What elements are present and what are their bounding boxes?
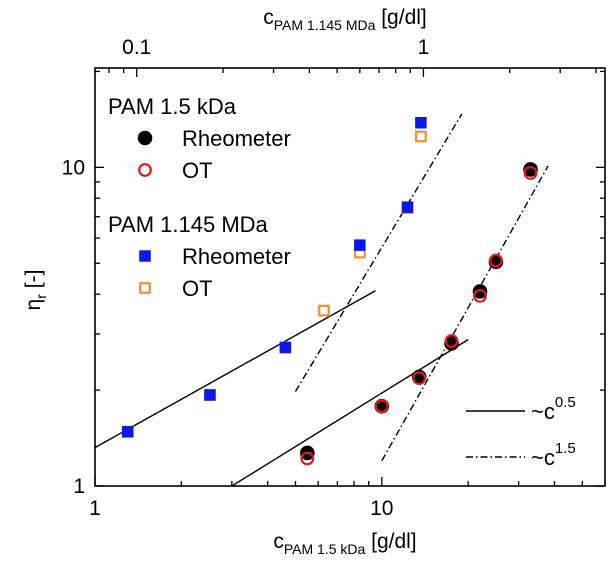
- x-bottom-tick-label: 1: [89, 497, 101, 520]
- x-top-tick-label: 1: [418, 36, 430, 59]
- x-top-axis-label-unit: [g/dl]: [375, 6, 426, 29]
- data-point-filled-square: [354, 239, 366, 251]
- data-point-filled-circle: [523, 162, 538, 177]
- legend-group-title: PAM 1.5 kDa: [108, 94, 237, 119]
- data-point-filled-square: [415, 117, 427, 129]
- plot-marks: [95, 113, 549, 486]
- legend-entry-label: OT: [182, 158, 213, 183]
- data-point-filled-square: [279, 341, 292, 354]
- axis-labels: cPAM 1.5 kDa [g/dl]cPAM 1.145 MDa [g/dl]…: [22, 6, 427, 557]
- x-top-axis-label-main: c: [263, 6, 274, 29]
- y-axis-label: ηr [-]: [22, 270, 49, 311]
- x-top-axis-label-subscript: PAM 1.145 MDa: [274, 17, 376, 33]
- y-tick-label: 10: [62, 156, 85, 179]
- y-axis-label-subscript: r: [33, 294, 49, 299]
- plot-frame: [94, 67, 606, 487]
- data-point-open-circle: [412, 371, 427, 386]
- fit-line-c0-5: [95, 290, 376, 449]
- y-tick-label: 1: [73, 475, 85, 498]
- x-top-tick-label: 0.1: [122, 36, 151, 59]
- legend-entry-label: Rheometer: [182, 126, 291, 151]
- data-point-filled-square: [204, 389, 216, 401]
- data-point-open-circle: [374, 399, 389, 414]
- legend-marker-filled-circle: [137, 130, 153, 146]
- legend-fit-label: ~c0.5: [531, 394, 576, 424]
- y-axis-label-unit: [-]: [22, 270, 45, 295]
- legend-marker-filled-square: [139, 250, 151, 262]
- legend-group-title: PAM 1.145 MDa: [108, 212, 269, 237]
- data-point-open-circle: [444, 334, 459, 348]
- fit-line-c0-5: [231, 339, 469, 486]
- fit-line-c1-5: [294, 113, 463, 392]
- data-point-open-circle: [489, 253, 503, 268]
- x-bottom-axis-label-subscript: PAM 1.5 kDa: [284, 541, 366, 557]
- data-point-filled-square: [401, 201, 414, 213]
- legend-fit-label-main: ~c: [531, 399, 555, 424]
- data-point-filled-square: [121, 425, 134, 438]
- data-point-filled-circle: [472, 284, 488, 299]
- legend-entry-label: Rheometer: [182, 244, 291, 269]
- data-point-open-square: [415, 130, 427, 143]
- data-point-open-circle: [523, 166, 538, 180]
- y-axis-label-main: η: [22, 299, 45, 311]
- legend-marker-open-circle: [138, 163, 152, 177]
- x-bottom-axis-label: cPAM 1.5 kDa [g/dl]: [273, 530, 416, 557]
- legend-fit-label-main: ~c: [531, 445, 555, 470]
- data-point-open-circle: [473, 288, 487, 303]
- legend-fit-label-exponent: 1.5: [555, 440, 576, 457]
- legend: PAM 1.5 kDa Rheometer OT PAM 1.145 MDa Rheom…: [108, 94, 576, 470]
- legend-entry-label: OT: [182, 276, 213, 301]
- legend-marker-open-square: [139, 282, 151, 294]
- fit-line-c1-5: [381, 165, 549, 462]
- data-point-open-circle: [300, 451, 315, 466]
- x-bottom-axis-label-main: c: [273, 530, 284, 553]
- x-bottom-axis-label-unit: [g/dl]: [365, 530, 416, 553]
- x-top-axis-label: cPAM 1.145 MDa [g/dl]: [263, 6, 427, 33]
- data-point-open-square: [318, 304, 330, 317]
- legend-fit-label: ~c1.5: [531, 440, 576, 470]
- x-bottom-tick-label: 10: [370, 497, 393, 520]
- legend-fit-label-exponent: 0.5: [555, 394, 576, 411]
